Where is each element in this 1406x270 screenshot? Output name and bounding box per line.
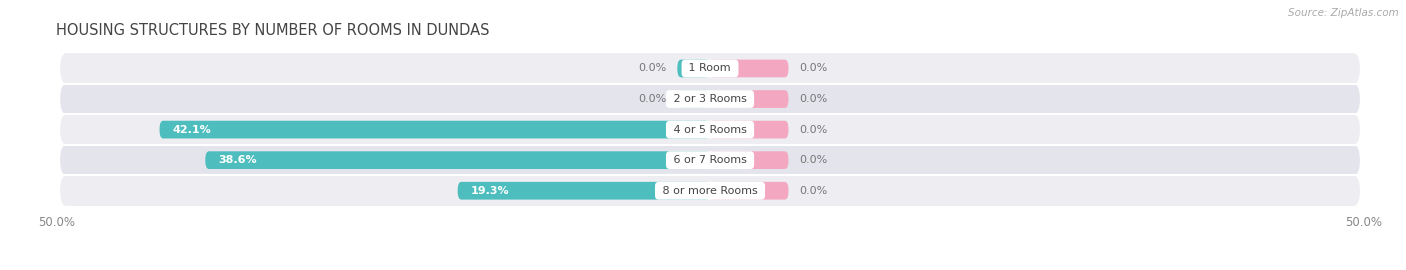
FancyBboxPatch shape [205, 151, 710, 169]
FancyBboxPatch shape [710, 90, 789, 108]
Text: 2 or 3 Rooms: 2 or 3 Rooms [669, 94, 751, 104]
FancyBboxPatch shape [710, 60, 789, 77]
Text: 0.0%: 0.0% [638, 94, 666, 104]
FancyBboxPatch shape [678, 90, 710, 108]
Text: 0.0%: 0.0% [799, 94, 827, 104]
Text: 1 Room: 1 Room [686, 63, 734, 73]
Text: Source: ZipAtlas.com: Source: ZipAtlas.com [1288, 8, 1399, 18]
FancyBboxPatch shape [710, 151, 789, 169]
Text: 38.6%: 38.6% [218, 155, 257, 165]
Text: 8 or more Rooms: 8 or more Rooms [659, 186, 761, 196]
Text: 6 or 7 Rooms: 6 or 7 Rooms [669, 155, 751, 165]
FancyBboxPatch shape [60, 114, 1360, 145]
FancyBboxPatch shape [159, 121, 710, 139]
FancyBboxPatch shape [710, 182, 789, 200]
FancyBboxPatch shape [678, 60, 710, 77]
Text: 0.0%: 0.0% [799, 155, 827, 165]
Text: 0.0%: 0.0% [799, 186, 827, 196]
FancyBboxPatch shape [60, 145, 1360, 176]
Text: 0.0%: 0.0% [638, 63, 666, 73]
Text: 19.3%: 19.3% [471, 186, 509, 196]
Text: 0.0%: 0.0% [799, 124, 827, 135]
FancyBboxPatch shape [710, 121, 789, 139]
FancyBboxPatch shape [458, 182, 710, 200]
Text: HOUSING STRUCTURES BY NUMBER OF ROOMS IN DUNDAS: HOUSING STRUCTURES BY NUMBER OF ROOMS IN… [56, 23, 489, 38]
Text: 42.1%: 42.1% [173, 124, 211, 135]
FancyBboxPatch shape [60, 53, 1360, 84]
Text: 4 or 5 Rooms: 4 or 5 Rooms [669, 124, 751, 135]
Text: 0.0%: 0.0% [799, 63, 827, 73]
FancyBboxPatch shape [60, 176, 1360, 206]
FancyBboxPatch shape [60, 84, 1360, 114]
